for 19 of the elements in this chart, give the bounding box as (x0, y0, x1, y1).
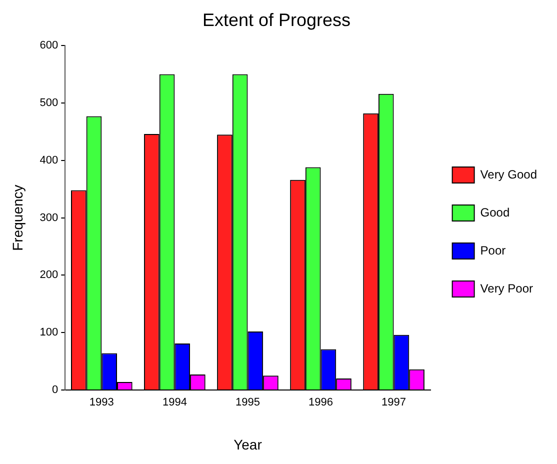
y-tick-label: 400 (40, 154, 58, 166)
x-tick-label: 1994 (162, 396, 187, 409)
legend-label: Good (480, 205, 510, 220)
y-tick-label: 200 (40, 269, 58, 282)
legend-label: Poor (480, 243, 506, 258)
x-tick-label: 1993 (89, 396, 114, 409)
legend-label: Very Good (480, 167, 537, 182)
y-tick-label: 100 (40, 326, 58, 339)
y-tick-label: 0 (52, 384, 58, 396)
x-tick-label: 1996 (308, 396, 333, 409)
legend-label: Very Poor (480, 281, 533, 296)
y-axis-title: Frequency (9, 184, 26, 251)
x-axis-title: Year (234, 436, 262, 452)
chart-title: Extent of Progress (202, 10, 351, 30)
x-tick-label: 1995 (235, 396, 260, 409)
y-tick-label: 500 (40, 97, 58, 110)
x-tick-label: 1997 (382, 396, 406, 409)
y-tick-label: 300 (40, 212, 58, 224)
y-tick-label: 600 (40, 40, 58, 52)
